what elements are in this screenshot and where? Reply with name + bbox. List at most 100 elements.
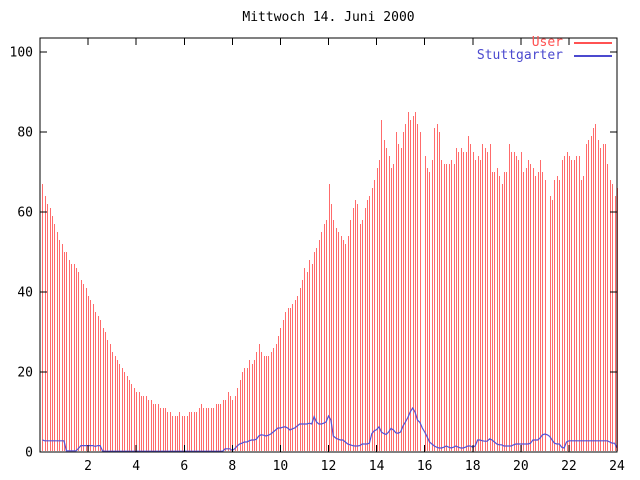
user-bar (451, 160, 452, 451)
user-bar (88, 296, 89, 451)
user-bar (117, 360, 118, 451)
x-tick-label: 6 (180, 459, 188, 474)
user-bar (194, 412, 195, 451)
user-bar (273, 348, 274, 451)
user-bar (494, 172, 495, 451)
user-bar (348, 236, 349, 451)
user-bar (610, 180, 611, 451)
user-bar (95, 312, 96, 451)
user-bar (74, 264, 75, 451)
user-bar (374, 180, 375, 451)
user-bar (103, 328, 104, 451)
user-bar (429, 172, 430, 451)
user-bar (564, 156, 565, 451)
user-bar (242, 372, 243, 451)
user-bar (432, 160, 433, 451)
user-bar (285, 312, 286, 451)
user-bar (468, 136, 469, 451)
user-bar (167, 412, 168, 451)
user-bar (417, 124, 418, 451)
user-bar (314, 252, 315, 451)
user-bar (391, 168, 392, 451)
chart-title: Mittwoch 14. Juni 2000 (242, 10, 415, 25)
user-bar (98, 316, 99, 451)
user-bar (249, 360, 250, 451)
user-bar (304, 268, 305, 451)
user-bar (338, 232, 339, 451)
user-bar (533, 168, 534, 451)
user-bar (228, 392, 229, 451)
user-bar (355, 200, 356, 451)
user-bar (90, 300, 91, 451)
user-bar (490, 144, 491, 451)
user-bar (83, 284, 84, 451)
user-bar (381, 120, 382, 451)
user-bar (141, 396, 142, 451)
y-tick-label: 100 (10, 46, 33, 61)
legend: User Stuttgarter (477, 35, 612, 63)
user-bar (434, 128, 435, 451)
user-bar (502, 184, 503, 451)
user-bar (475, 160, 476, 451)
user-bar (470, 144, 471, 451)
user-bar (240, 380, 241, 451)
user-bar (110, 344, 111, 451)
y-tick-label: 40 (17, 286, 33, 301)
user-bar (163, 408, 164, 451)
user-bar (341, 236, 342, 451)
user-bar (603, 144, 604, 451)
user-bar (581, 180, 582, 451)
user-bar (506, 172, 507, 451)
user-bar (365, 208, 366, 451)
user-bar (398, 144, 399, 451)
user-bar (559, 180, 560, 451)
user-bar (93, 304, 94, 451)
user-bar (321, 232, 322, 451)
legend-line-sample-user (574, 41, 612, 44)
user-bar (331, 204, 332, 451)
user-bar (600, 148, 601, 451)
user-bar (509, 144, 510, 451)
user-bar (146, 396, 147, 451)
user-bar (461, 148, 462, 451)
user-bar (129, 380, 130, 451)
user-bar (523, 172, 524, 451)
user-bar (179, 412, 180, 451)
user-bar (136, 392, 137, 451)
user-bar (148, 400, 149, 451)
user-bar (264, 356, 265, 451)
user-bar (62, 244, 63, 451)
user-bar (480, 160, 481, 451)
user-bar (208, 408, 209, 451)
user-bar (326, 220, 327, 451)
legend-item-user: User (477, 35, 612, 50)
user-bar (271, 352, 272, 451)
user-bar (211, 408, 212, 451)
user-bar (187, 416, 188, 451)
user-bar (446, 164, 447, 451)
user-bar (353, 208, 354, 451)
x-tick-label: 14 (369, 459, 385, 474)
user-bar (302, 280, 303, 451)
x-tick-label: 20 (513, 459, 529, 474)
user-bar (393, 164, 394, 451)
user-bar (107, 340, 108, 451)
user-bar (345, 244, 346, 451)
user-bar (540, 160, 541, 451)
user-bar (115, 356, 116, 451)
user-bar (105, 332, 106, 451)
user-bar (545, 180, 546, 451)
x-tick-label: 8 (228, 459, 236, 474)
user-bar (343, 240, 344, 451)
y-tick-label: 20 (17, 366, 33, 381)
user-bar (386, 148, 387, 451)
user-bar (153, 404, 154, 451)
user-bar (478, 156, 479, 451)
y-tick-label: 0 (25, 446, 33, 461)
user-bar (199, 408, 200, 451)
user-bar (247, 368, 248, 451)
user-bar (514, 152, 515, 451)
user-bar (583, 176, 584, 451)
user-bar (266, 356, 267, 451)
user-bar (333, 220, 334, 451)
